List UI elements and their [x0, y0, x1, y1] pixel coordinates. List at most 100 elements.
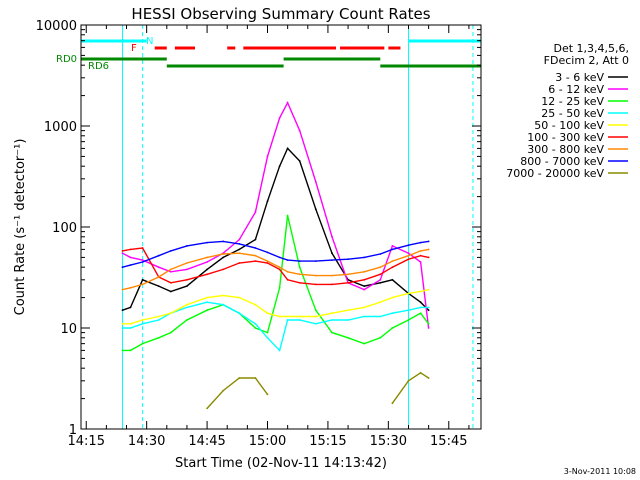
series-point-6-22: [427, 248, 430, 251]
series-point-1-9: [254, 211, 257, 214]
series-point-8-19: [391, 402, 394, 405]
series-point-6-21: [419, 250, 422, 252]
series-point-8-6: [206, 407, 209, 410]
series-point-7-4: [169, 250, 172, 252]
flag-label-RD0: RD0: [56, 54, 77, 65]
legend-label-8: 7000 - 20000 keV: [506, 167, 604, 180]
series-point-6-18: [379, 266, 382, 269]
flag-label-F: F: [131, 43, 137, 54]
series-point-5-14: [314, 283, 317, 286]
series-point-7-1: [129, 264, 132, 266]
x-tick-label-1: 14:30: [128, 434, 165, 449]
y-axis-label: Count Rate (s⁻¹ detector⁻¹): [13, 139, 28, 316]
series-point-7-19: [391, 248, 394, 251]
series-point-2-2: [141, 342, 144, 345]
series-point-4-21: [419, 290, 422, 293]
series-point-2-16: [347, 336, 349, 339]
x-axis-label: Start Time (02-Nov-11 14:13:42): [175, 456, 387, 471]
series-point-0-13: [298, 160, 301, 162]
series-point-4-2: [141, 319, 144, 321]
series-point-3-5: [186, 306, 188, 309]
y-tick-label-3: 1000: [44, 120, 77, 135]
series-point-6-16: [347, 273, 349, 276]
series-point-3-0: [121, 327, 124, 329]
series-point-4-17: [363, 306, 366, 309]
series-point-2-12: [286, 214, 289, 217]
series-point-1-4: [169, 270, 172, 273]
series-point-4-19: [391, 296, 394, 299]
series-point-0-21: [419, 301, 422, 304]
series-point-5-12: [286, 278, 289, 281]
series-point-3-20: [407, 309, 410, 312]
series-point-7-22: [427, 240, 430, 243]
series-line-4: [122, 288, 429, 325]
series-point-4-9: [254, 303, 257, 306]
series-point-5-2: [141, 247, 144, 249]
series-point-5-9: [254, 260, 257, 262]
series-point-2-6: [206, 309, 209, 312]
series-line-2: [122, 215, 430, 352]
series-point-3-22: [427, 306, 430, 309]
series-point-7-2: [141, 261, 144, 263]
series-point-2-0: [121, 349, 124, 352]
series-point-8-9: [254, 377, 257, 379]
legend-label-0: 3 - 6 keV: [555, 71, 604, 84]
series-point-5-18: [379, 273, 382, 276]
series-point-6-3: [157, 276, 160, 278]
series-point-5-6: [206, 273, 209, 276]
legend-label-4: 50 - 100 keV: [534, 119, 604, 132]
series-point-1-2: [141, 259, 144, 261]
series-point-5-15: [331, 283, 333, 286]
series-point-1-20: [407, 252, 410, 255]
series-point-0-8: [238, 248, 241, 251]
series-point-5-16: [347, 281, 349, 284]
y-tick-label-4: 10000: [36, 19, 77, 34]
series-point-6-5: [186, 262, 188, 264]
series-point-0-17: [363, 285, 366, 287]
series-point-7-13: [298, 260, 301, 262]
series-point-5-22: [427, 256, 430, 259]
series-point-6-12: [286, 270, 289, 273]
series-point-6-7: [222, 253, 225, 255]
series-point-7-15: [331, 259, 333, 261]
series-point-4-10: [266, 312, 269, 315]
chart-title: HESSI Observing Summary Count Rates: [131, 5, 430, 23]
series-point-2-10: [266, 331, 269, 334]
legend-label-5: 100 - 300 keV: [527, 131, 604, 144]
x-tick-label-2: 14:45: [188, 434, 225, 449]
series-point-1-21: [419, 261, 422, 263]
series-point-7-17: [363, 256, 366, 259]
series-point-1-3: [157, 266, 160, 269]
series-point-4-22: [427, 288, 430, 291]
series-point-1-13: [298, 129, 301, 132]
timestamp: 3-Nov-2011 10:08: [564, 467, 636, 476]
series-point-4-11: [278, 315, 281, 318]
series-point-0-22: [427, 309, 430, 312]
series-point-7-10: [266, 251, 269, 254]
series-point-6-10: [266, 260, 269, 262]
series-point-2-15: [331, 331, 333, 334]
series-point-1-17: [363, 288, 366, 291]
series-point-7-6: [206, 241, 209, 244]
series-point-3-15: [331, 319, 333, 321]
series-point-6-2: [141, 283, 144, 286]
series-point-1-6: [206, 261, 209, 263]
series-point-4-14: [314, 315, 317, 318]
series-point-3-7: [222, 303, 225, 306]
series-point-7-18: [379, 253, 382, 255]
legend-label-7: 800 - 7000 keV: [520, 155, 604, 168]
series-point-4-7: [222, 294, 225, 297]
series-point-3-17: [363, 315, 366, 318]
series-point-2-11: [278, 286, 281, 289]
series-point-6-1: [129, 286, 132, 289]
series-point-6-19: [391, 260, 394, 262]
series-point-0-2: [141, 278, 144, 281]
series-point-5-20: [407, 258, 410, 261]
series-point-6-0: [121, 288, 124, 291]
series-point-0-15: [331, 252, 333, 255]
series-point-3-3: [157, 319, 160, 321]
legend-header-1: FDecim 2, Att 0: [544, 54, 629, 67]
flag-label-RD6: RD6: [88, 61, 109, 72]
series-point-4-5: [186, 303, 188, 306]
legend-label-6: 300 - 800 keV: [527, 143, 604, 156]
